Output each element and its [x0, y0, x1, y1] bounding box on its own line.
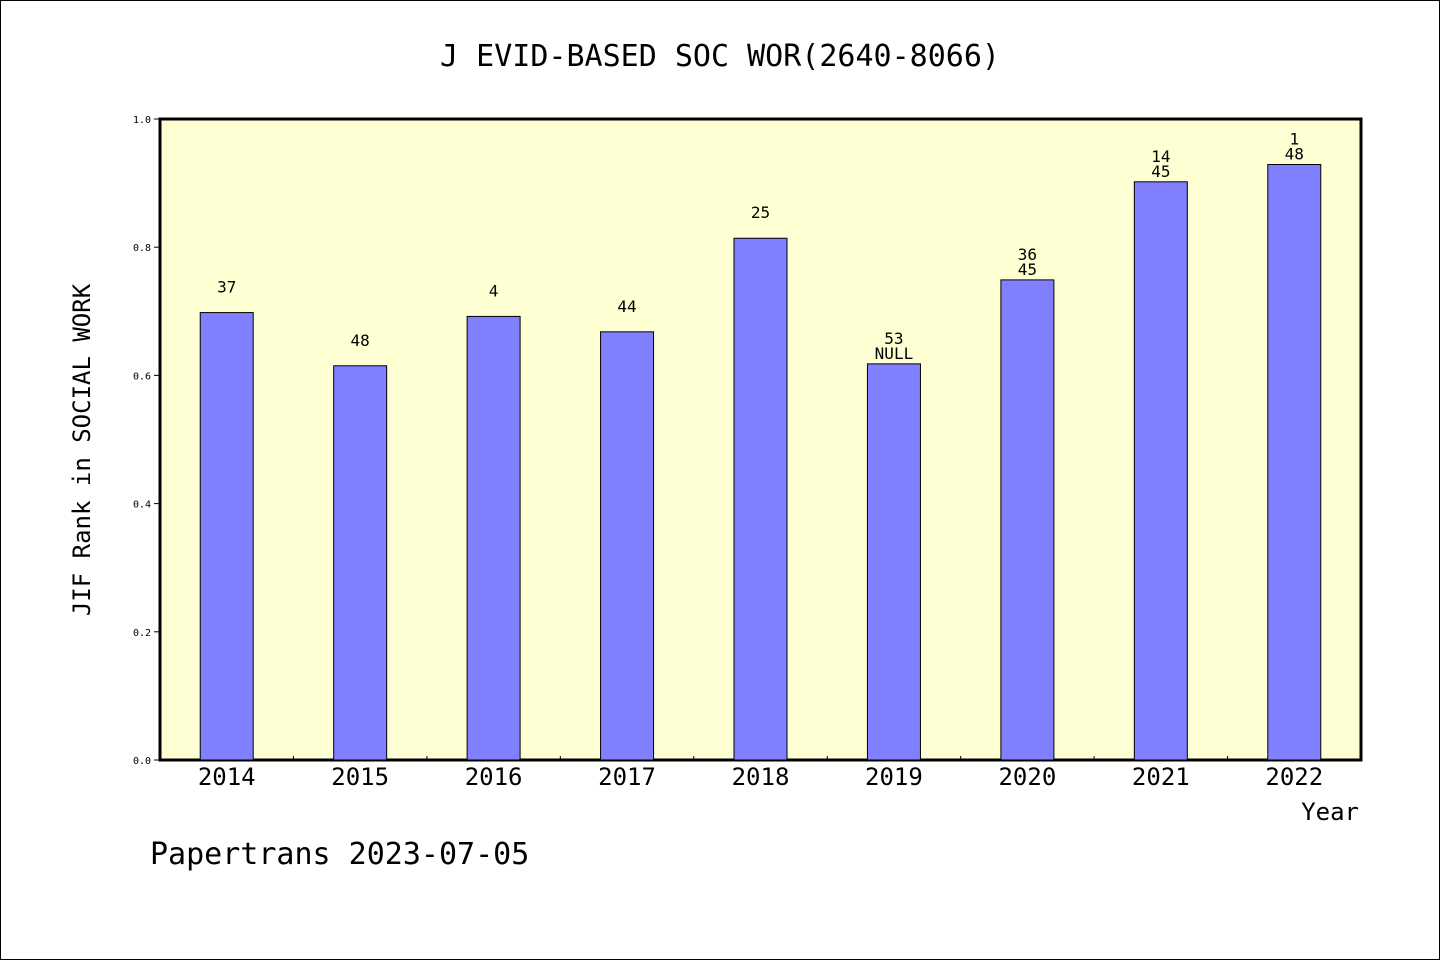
y-tick-label: 0.0 [133, 756, 151, 767]
bar-label: 14 [1151, 147, 1170, 166]
bar-2017 [600, 331, 655, 761]
bar-2021 [1133, 181, 1188, 761]
x-tick-label: 2016 [465, 763, 523, 791]
bar-2015 [333, 365, 388, 761]
chart-title: J EVID-BASED SOC WOR(2640-8066) [440, 39, 1000, 74]
bar-label: 37 [217, 278, 236, 297]
y-axis-label: JIF Rank in SOCIAL WORK [68, 283, 96, 616]
y-tick-label: 0.6 [133, 371, 151, 382]
y-axis: 0.0 0.2 0.4 0.6 0.8 1.0 [133, 115, 160, 767]
x-axis-label: Year [1301, 798, 1359, 826]
x-tick-label: 2021 [1132, 763, 1190, 791]
bar-label: 25 [751, 203, 770, 222]
bar-label: 36 [1018, 245, 1037, 264]
bar-label: 4 [489, 281, 499, 300]
bar-2020 [1000, 279, 1055, 761]
bar-label: NULL [875, 344, 914, 363]
bar-2018 [733, 237, 788, 761]
x-axis: 2014 2015 2016 2017 2018 2019 2020 2021 2022 [198, 756, 1323, 791]
y-tick-label: 0.4 [133, 500, 151, 511]
bar-label: 48 [351, 331, 370, 350]
y-tick-label: 0.2 [133, 628, 151, 639]
bar-2022 [1267, 164, 1322, 761]
bar-label: 45 [1151, 162, 1170, 181]
bar-label: 48 [1285, 145, 1304, 164]
x-tick-label: 2022 [1265, 763, 1323, 791]
x-tick-label: 2014 [198, 763, 256, 791]
bar-2019 [866, 363, 921, 761]
x-tick-label: 2019 [865, 763, 923, 791]
y-tick-label: 0.8 [133, 243, 151, 254]
x-tick-label: 2015 [331, 763, 389, 791]
bar-label: 53 [884, 329, 903, 348]
bar-2016 [466, 315, 521, 761]
x-tick-label: 2017 [598, 763, 656, 791]
bar-label: 1 [1289, 130, 1299, 149]
bar-2014 [199, 312, 254, 761]
bars [199, 164, 1322, 761]
footer-credit: Papertrans 2023-07-05 [150, 837, 529, 872]
x-tick-label: 2020 [998, 763, 1056, 791]
bar-label: 45 [1018, 260, 1037, 279]
x-tick-label: 2018 [732, 763, 790, 791]
y-tick-label: 1.0 [133, 115, 151, 126]
bar-label: 44 [617, 297, 636, 316]
